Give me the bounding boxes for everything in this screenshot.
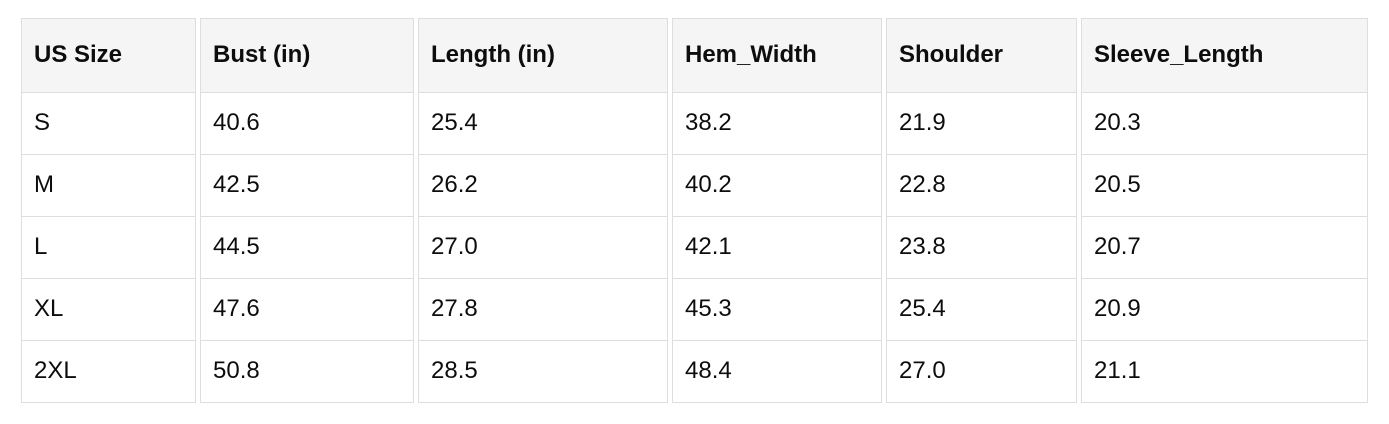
column-header: Bust (in) [200, 18, 414, 93]
measurement-cell: 26.2 [418, 155, 668, 217]
table-body: S 40.6 25.4 38.2 21.9 20.3 M 42.5 26.2 40.2 22.8 20… [21, 93, 1368, 403]
measurement-cell: 25.4 [886, 279, 1077, 341]
measurement-cell: 27.8 [418, 279, 668, 341]
measurement-cell: 25.4 [418, 93, 668, 155]
column-header: Hem_Width [672, 18, 882, 93]
measurement-cell: 44.5 [200, 217, 414, 279]
header-row: US Size Bust (in) Length (in) Hem_Width Shou… [21, 18, 1368, 93]
measurement-cell: 28.5 [418, 341, 668, 403]
measurement-cell: 42.5 [200, 155, 414, 217]
measurement-cell: 42.1 [672, 217, 882, 279]
measurement-cell: 20.5 [1081, 155, 1368, 217]
measurement-cell: 27.0 [418, 217, 668, 279]
measurement-cell: 27.0 [886, 341, 1077, 403]
measurement-cell: 38.2 [672, 93, 882, 155]
size-cell: 2XL [21, 341, 196, 403]
measurement-cell: 20.7 [1081, 217, 1368, 279]
size-cell: M [21, 155, 196, 217]
column-header: Sleeve_Length [1081, 18, 1368, 93]
measurement-cell: 40.2 [672, 155, 882, 217]
measurement-cell: 21.1 [1081, 341, 1368, 403]
size-chart-container: US Size Bust (in) Length (in) Hem_Width Shou… [17, 18, 1372, 403]
table-row: S 40.6 25.4 38.2 21.9 20.3 [21, 93, 1368, 155]
measurement-cell: 47.6 [200, 279, 414, 341]
measurement-cell: 20.9 [1081, 279, 1368, 341]
size-cell: XL [21, 279, 196, 341]
measurement-cell: 20.3 [1081, 93, 1368, 155]
size-cell: L [21, 217, 196, 279]
measurement-cell: 50.8 [200, 341, 414, 403]
size-chart-table: US Size Bust (in) Length (in) Hem_Width Shou… [17, 18, 1372, 403]
column-header: Shoulder [886, 18, 1077, 93]
measurement-cell: 40.6 [200, 93, 414, 155]
table-row: XL 47.6 27.8 45.3 25.4 20.9 [21, 279, 1368, 341]
table-row: L 44.5 27.0 42.1 23.8 20.7 [21, 217, 1368, 279]
measurement-cell: 21.9 [886, 93, 1077, 155]
measurement-cell: 22.8 [886, 155, 1077, 217]
table-row: 2XL 50.8 28.5 48.4 27.0 21.1 [21, 341, 1368, 403]
column-header: US Size [21, 18, 196, 93]
measurement-cell: 23.8 [886, 217, 1077, 279]
column-header: Length (in) [418, 18, 668, 93]
table-header: US Size Bust (in) Length (in) Hem_Width Shou… [21, 18, 1368, 93]
table-row: M 42.5 26.2 40.2 22.8 20.5 [21, 155, 1368, 217]
measurement-cell: 48.4 [672, 341, 882, 403]
size-cell: S [21, 93, 196, 155]
measurement-cell: 45.3 [672, 279, 882, 341]
